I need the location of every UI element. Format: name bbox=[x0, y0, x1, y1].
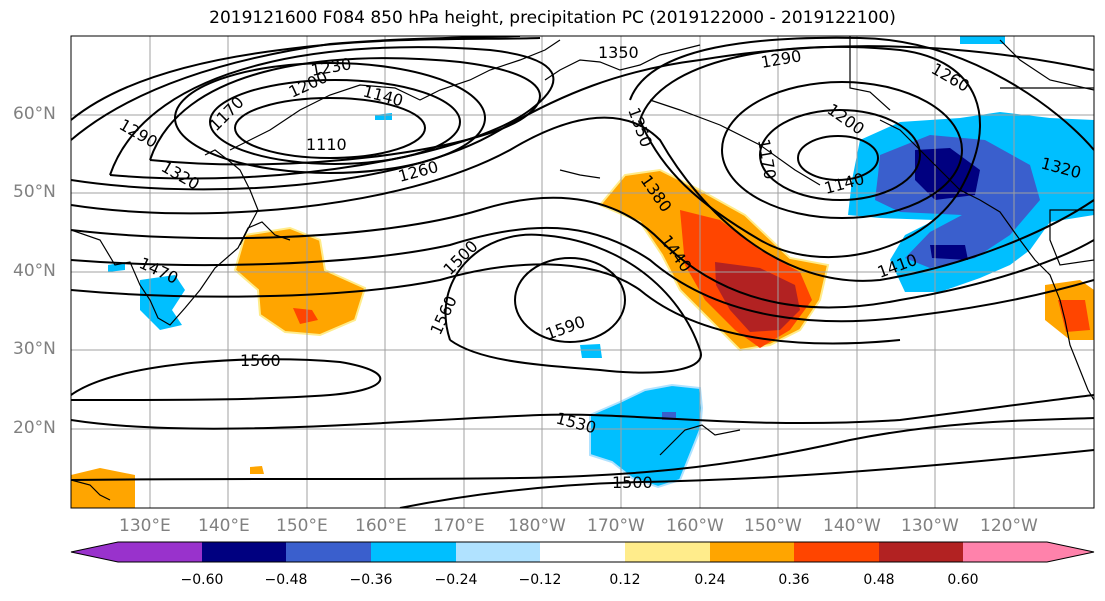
colorbar-segment bbox=[794, 542, 879, 562]
contour-label: 1350 bbox=[624, 105, 656, 150]
map-frame bbox=[70, 35, 1095, 509]
map-title: 2019121600 F084 850 hPa height, precipit… bbox=[209, 8, 896, 28]
contour-label: 1170 bbox=[754, 137, 780, 180]
colorbar-segment bbox=[456, 542, 540, 562]
lon-label: 160°W bbox=[666, 516, 724, 536]
colorbar-segment bbox=[371, 542, 456, 562]
contour-label: 1590 bbox=[543, 312, 588, 344]
contour-label: 1110 bbox=[306, 135, 347, 154]
lon-label: 170°E bbox=[433, 516, 485, 536]
colorbar-tick: −0.36 bbox=[349, 572, 393, 588]
lon-label: 120°W bbox=[980, 516, 1038, 536]
lon-label: 150°E bbox=[276, 516, 328, 536]
contour-label: 1530 bbox=[554, 409, 598, 438]
colorbar-segment bbox=[540, 542, 625, 562]
precip-negative-shading bbox=[108, 36, 1094, 489]
lat-label: 20°N bbox=[13, 418, 56, 438]
lon-label: 130°E bbox=[119, 516, 171, 536]
lat-label: 60°N bbox=[13, 104, 56, 124]
colorbar-tick: −0.60 bbox=[180, 572, 224, 588]
contour-label: 1290 bbox=[759, 46, 802, 72]
lon-label: 180°W bbox=[508, 516, 566, 536]
lon-label: 160°E bbox=[355, 516, 407, 536]
coastlines bbox=[71, 36, 1094, 501]
precip-positive-shading bbox=[71, 168, 1094, 508]
contour-label: 1560 bbox=[240, 351, 281, 370]
colorbar-extend-max bbox=[963, 542, 1094, 562]
lon-label: 150°W bbox=[744, 516, 802, 536]
colorbar-tick: 0.48 bbox=[863, 572, 895, 588]
lon-label: 170°W bbox=[587, 516, 645, 536]
lat-label: 50°N bbox=[13, 182, 56, 202]
colorbar-tick: 0.36 bbox=[778, 572, 810, 588]
contour-label: 1200 bbox=[286, 67, 331, 101]
contour-label: 1200 bbox=[824, 100, 868, 139]
colorbar-tick: 0.60 bbox=[947, 572, 979, 588]
colorbar-tick: −0.48 bbox=[264, 572, 308, 588]
colorbar-tick: −0.12 bbox=[518, 572, 562, 588]
contour-label: 1560 bbox=[426, 293, 460, 338]
colorbar-tick: 0.24 bbox=[694, 572, 726, 588]
colorbar-segment bbox=[625, 542, 710, 562]
contour-label: 1170 bbox=[205, 93, 247, 135]
lon-label: 130°W bbox=[901, 516, 959, 536]
height-contours bbox=[71, 36, 1094, 508]
colorbar-outline bbox=[70, 541, 1095, 563]
graticule bbox=[71, 36, 1094, 508]
colorbar-segment bbox=[202, 542, 286, 562]
colorbar-segment bbox=[710, 542, 794, 562]
lon-label: 140°E bbox=[198, 516, 250, 536]
colorbar bbox=[70, 541, 1095, 563]
contour-label: 1500 bbox=[612, 473, 653, 492]
colorbar-segment bbox=[286, 542, 371, 562]
lon-label: 140°W bbox=[823, 516, 881, 536]
contour-label: 1350 bbox=[598, 43, 639, 62]
colorbar-segment bbox=[879, 542, 963, 562]
contour-label: 1290 bbox=[116, 115, 161, 152]
colorbar-tick: 0.12 bbox=[609, 572, 641, 588]
colorbar-tick: −0.24 bbox=[434, 572, 478, 588]
colorbar-segment-min bbox=[71, 542, 202, 562]
lat-label: 30°N bbox=[13, 339, 56, 359]
lat-label: 40°N bbox=[13, 261, 56, 281]
